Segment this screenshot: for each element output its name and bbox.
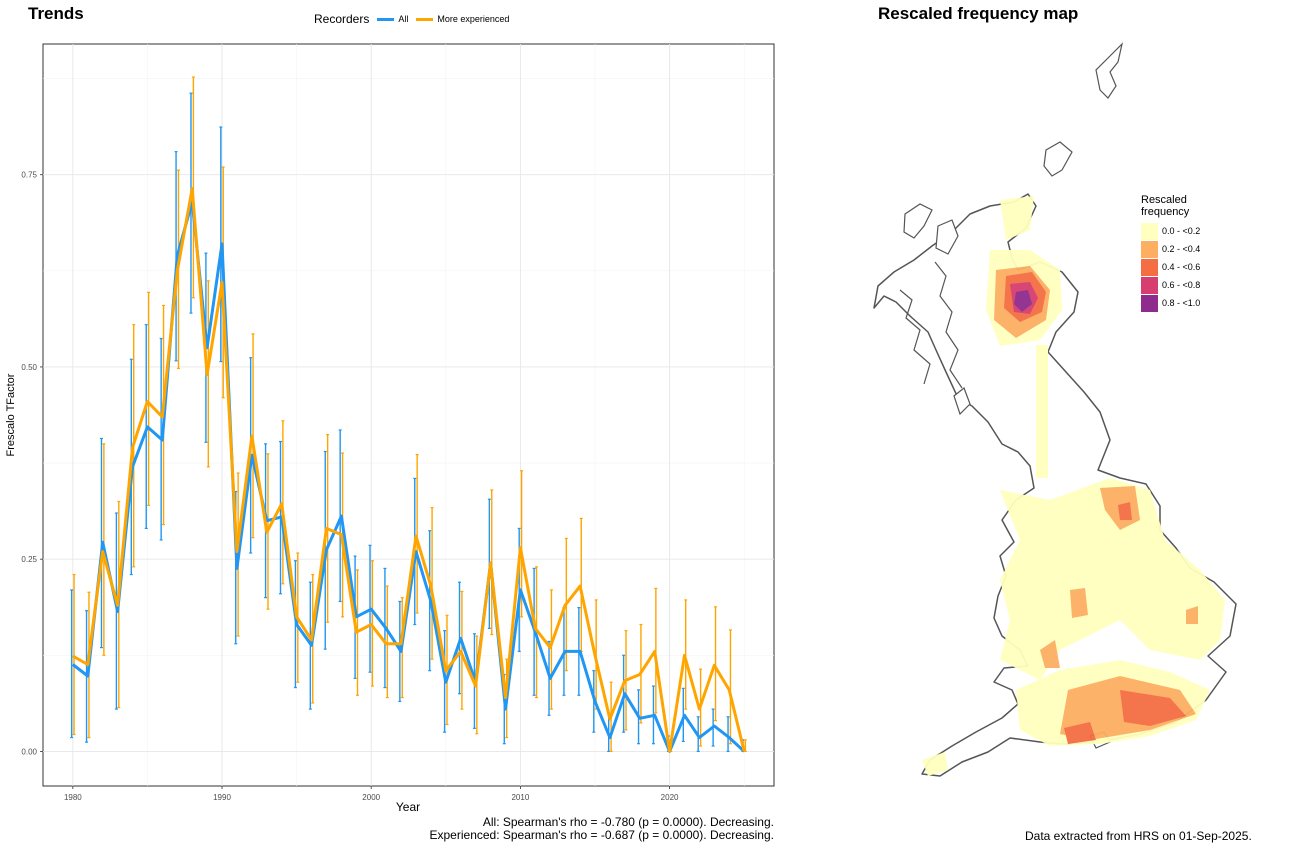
axis-layer: 0.00 0.25 0.50 0.75 1980 1990 2000 2010 2020 [21,171,679,802]
legend-swatch-all [377,17,395,21]
map-legend-label: 0.0 - <0.2 [1162,226,1201,236]
map-legend-swatch [1141,258,1158,276]
map-legend-item: 0.2 - <0.4 [1141,240,1200,258]
plot-panel [42,43,775,787]
legend-swatch-experienced [416,17,434,21]
map-legend-title: Rescaled frequency [1141,194,1190,218]
map-legend-swatch [1141,294,1158,312]
map-legend-swatch [1141,222,1158,240]
data-source-footer: Data extracted from HRS on 01-Sep-2025. [1025,829,1252,843]
chart-title-trends: Trends [28,4,84,23]
map-legend-label: 0.2 - <0.4 [1162,244,1201,254]
stats-text: All: Spearman's rho = -0.780 (p = 0.0000… [430,816,775,842]
y-tick-label: 0.50 [21,363,37,372]
map-legend-item: 0.8 - <1.0 [1141,294,1200,312]
x-tick-label: 1980 [64,793,82,802]
island-arran [953,387,971,416]
map-legend-item: 0.0 - <0.2 [1141,222,1200,240]
x-tick-label: 2000 [362,793,380,802]
map-legend-item: 0.6 - <0.8 [1141,276,1200,294]
island-lewis [903,203,933,239]
y-tick-label: 0.75 [21,171,37,180]
y-axis-label: Frescalo TFactor [5,373,17,456]
map-legend-item: 0.4 - <0.6 [1141,258,1200,276]
island-orkney [1043,141,1073,177]
stats-line-experienced: Experienced: Spearman's rho = -0.687 (p … [429,828,775,842]
line-layer [71,187,746,753]
y-tick-label: 0.00 [21,747,37,756]
map-legend-label: 0.4 - <0.6 [1162,262,1201,272]
x-axis-label: Year [396,800,420,814]
map-legend-swatch [1141,276,1158,294]
series-line [72,187,746,753]
chart-legend: Recorders All More experienced [314,12,509,26]
stats-line-all: All: Spearman's rho = -0.780 (p = 0.0000… [482,815,774,829]
map-legend: 0.0 - <0.2 0.2 - <0.4 0.4 - <0.6 0.6 - <… [1141,222,1200,312]
island-shetland [1095,42,1124,99]
x-tick-label: 2020 [661,793,679,802]
map-legend-swatch [1141,240,1158,258]
island-skye [935,219,959,255]
legend-item-experienced: More experienced [416,14,509,24]
legend-label-experienced: More experienced [437,14,510,24]
uk-map [873,42,1237,777]
x-tick-label: 1990 [213,793,231,802]
frequency-cells [922,196,1225,776]
x-tick-label: 2010 [511,793,529,802]
map-legend-label: 0.6 - <0.8 [1162,280,1201,290]
map-legend-label: 0.8 - <1.0 [1162,298,1201,308]
legend-title: Recorders [314,12,370,26]
trend-chart: 0.00 0.25 0.50 0.75 1980 1990 2000 2010 2020 Yea… [5,43,775,814]
grid-layer [43,44,774,786]
y-tick-label: 0.25 [21,555,37,564]
legend-label-all: All [398,14,409,24]
legend-item-all: All [377,14,408,24]
map-title: Rescaled frequency map [878,4,1079,23]
